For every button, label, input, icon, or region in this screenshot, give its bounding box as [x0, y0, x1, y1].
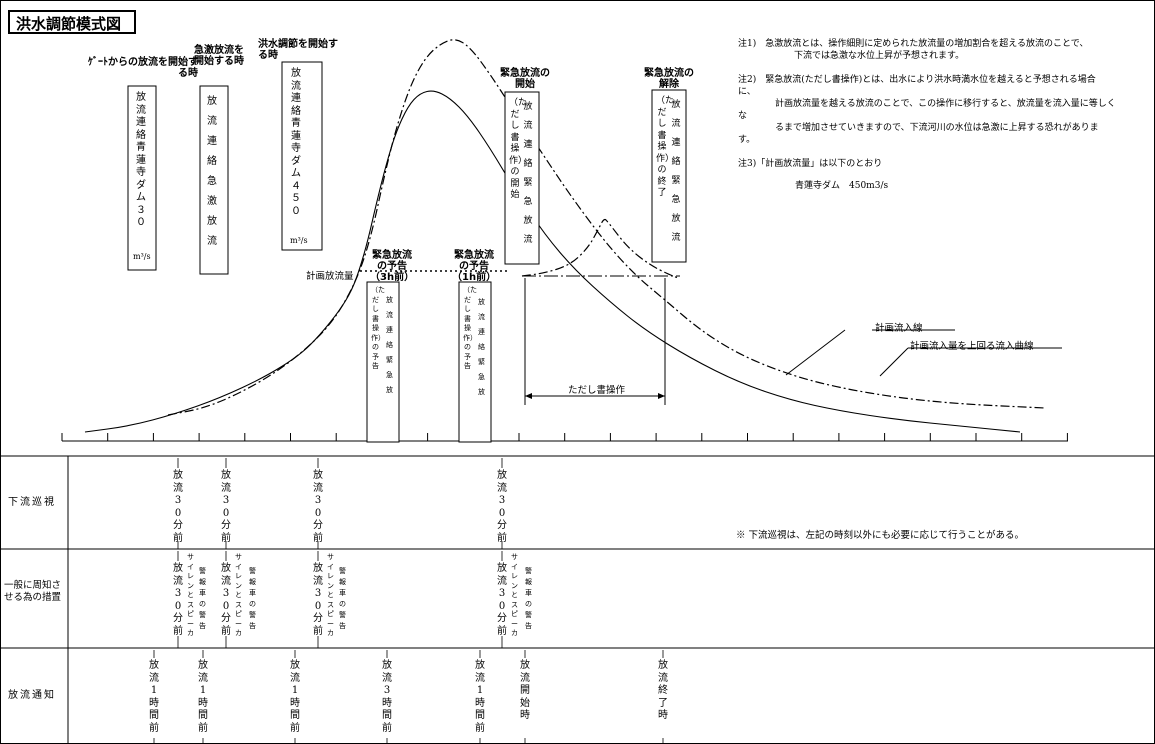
box-gate-start-unit: m³/s	[133, 252, 151, 261]
box-rapid-text: 放流連絡 急激放流	[207, 96, 227, 247]
patrol-item: 放流30分前	[221, 470, 231, 544]
header-emergency-3h: 緊急放流の予告（3h前）	[370, 250, 415, 283]
event-box-gate-start	[127, 85, 157, 271]
box-emend-col2: 放流連絡緊急放流	[671, 100, 681, 243]
notice-item: 放流1時間前	[475, 660, 485, 734]
label-proviso-operation: ただし書操作	[568, 385, 626, 396]
header-emergency-end: 緊急放流の解除	[644, 68, 694, 90]
box-em3h-col2: 放流連絡緊急放	[386, 296, 393, 394]
event-box-em1h	[458, 281, 492, 443]
note-2a: 注2) 緊急放流(ただし書操作)とは、出水により洪水時満水位を越えると予想される…	[738, 75, 1096, 85]
public-item: 放流30分前	[497, 563, 507, 637]
time-axis	[61, 433, 1068, 442]
public-item: サイレンとスピーカ	[187, 553, 194, 637]
patrol-note: ※ 下流巡視は、左記の時刻以外にも必要に応じて行うことがある。	[736, 530, 1025, 541]
public-item: 放流30分前	[173, 563, 183, 637]
event-box-emend	[651, 89, 687, 263]
note-3a: 注3)「計画放流量」は以下のとおり	[738, 159, 883, 169]
public-item: 警報車の警告	[339, 567, 346, 630]
label-over-curve: 計画流入量を上回る流入曲線	[910, 341, 1034, 352]
box-em3h-col1: （ただし書操作）の予告	[371, 286, 385, 370]
leader-over-curve	[879, 347, 909, 377]
box-em1h-col2: 放流連絡緊急放	[478, 298, 485, 396]
series-line	[521, 218, 679, 279]
notice-item: 放流1時間前	[198, 660, 208, 734]
patrol-item: 放流30分前	[173, 470, 183, 544]
reference-marks	[127, 61, 1062, 744]
public-item: 警報車の警告	[199, 567, 206, 630]
notice-item: 放流終了時	[658, 660, 668, 721]
public-item: 放流30分前	[221, 563, 231, 637]
note-2f: す。	[738, 135, 756, 145]
note-1b: 下流では急激な水位上昇が予想されます。	[794, 51, 965, 61]
box-em1h-col1: （ただし書操作）の予告	[463, 286, 477, 370]
box-control-text: 放流連絡 青蓮寺ダム４５０	[291, 68, 311, 217]
header-emergency-1h: 緊急放流の予告（1h前）	[452, 250, 497, 283]
box-control-unit: m³/s	[290, 236, 308, 245]
note-2c: 計画放流量を越える放流のことで、この操作に移行すると、放流量を流入量に等しく	[775, 99, 1116, 109]
event-box-rapid	[199, 85, 229, 275]
patrol-item: 放流30分前	[313, 470, 323, 544]
note-3b: 青蓮寺ダム 450m3/s	[795, 181, 889, 191]
notice-item: 放流1時間前	[149, 660, 159, 734]
note-1a: 注1) 急激放流とは、操作細則に定められた放流量の増加割合を超える放流のことで、	[738, 39, 1089, 49]
note-2b: に、	[738, 87, 756, 97]
hydrograph-curves	[84, 39, 1046, 433]
patrol-item: 放流30分前	[497, 470, 507, 544]
header-control-start: 洪水調節を開始する時	[258, 39, 338, 61]
box-emend-col1: （ただし書操作）の終了	[656, 96, 675, 198]
public-item: 警報車の警告	[525, 567, 532, 630]
notice-item: 放流1時間前	[290, 660, 300, 734]
proviso-arrow-right	[658, 393, 665, 399]
page-title: 洪水調節模式図	[8, 10, 136, 34]
header-gate-start: ｹﾞｰﾄからの放流を開始する時	[88, 57, 198, 79]
public-item: サイレンとスピーカ	[235, 553, 242, 637]
box-emstart-col1: （ただし書操作）の開始	[509, 98, 528, 200]
series-line	[167, 39, 1046, 416]
row-label-notice: 放流通知	[8, 690, 56, 701]
leader-plan-inflow	[785, 329, 846, 376]
header-rapid-release: 急激放流を開始する時	[194, 45, 244, 67]
label-plan-discharge: 計画放流量	[306, 271, 354, 282]
public-item: 警報車の警告	[249, 567, 256, 630]
label-plan-inflow: 計画流入線	[875, 323, 923, 334]
public-item: サイレンとスピーカ	[511, 553, 518, 637]
series-line	[84, 90, 1021, 433]
note-2d: な	[738, 111, 748, 121]
row-label-patrol: 下流巡視	[8, 497, 56, 508]
box-gate-start-text: 放流連絡 青蓮寺ダム３０	[136, 92, 156, 228]
row-label-public: 一般に周知させる為の措置	[4, 580, 62, 603]
notice-item: 放流開始時	[520, 660, 530, 721]
proviso-arrow-left	[525, 393, 532, 399]
public-item: サイレンとスピーカ	[327, 553, 334, 637]
public-item: 放流30分前	[313, 563, 323, 637]
box-emstart-col2: 放流連絡緊急放流	[523, 102, 533, 245]
event-box-em3h	[366, 281, 400, 443]
event-box-emstart	[504, 91, 540, 265]
notice-item: 放流3時間前	[382, 660, 392, 734]
note-2e: るまで増加させていきますので、下流河川の水位は急激に上昇する恐れがありま	[775, 123, 1099, 133]
header-emergency-start: 緊急放流の開始	[500, 68, 550, 90]
event-box-control	[281, 61, 323, 251]
